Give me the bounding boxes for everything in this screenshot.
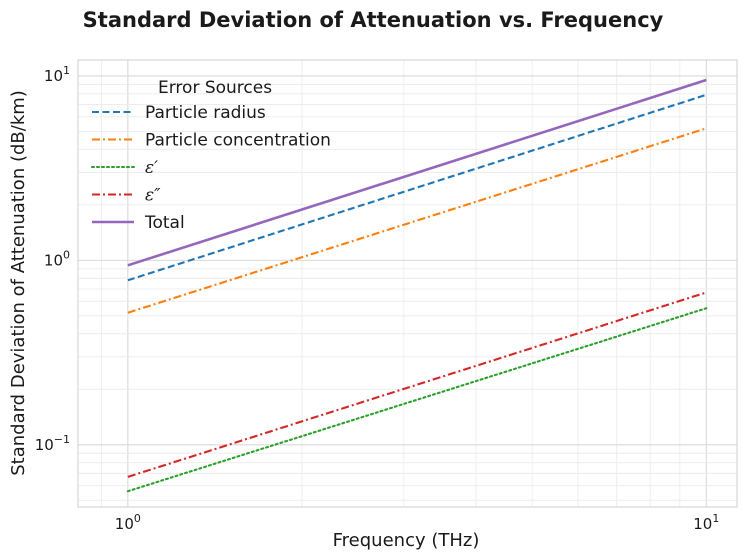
plot-frame — [77, 59, 738, 508]
y-tick-label: 100 — [44, 248, 70, 269]
y-tick-label: 101 — [44, 64, 70, 85]
x-tick-label: 101 — [693, 512, 719, 533]
chart-title: Standard Deviation of Attenuation vs. Fr… — [83, 8, 664, 32]
series-line-1 — [127, 127, 707, 314]
legend-label-4: Total — [144, 213, 185, 233]
legend-label-3: ε″ — [145, 186, 161, 206]
legend: Error Sources Particle radius Particle con… — [90, 78, 331, 233]
legend-label-2: ε′ — [145, 158, 158, 178]
series-line-3 — [127, 291, 707, 478]
y-axis-label: Standard Deviation of Attenuation (dB/km… — [8, 90, 29, 476]
plot-area: 100 101 10−1 100 101 — [35, 59, 738, 533]
legend-title: Error Sources — [158, 78, 272, 98]
x-tick-label: 100 — [115, 512, 141, 533]
series-line-4 — [127, 78, 707, 267]
y-tick-label: 10−1 — [35, 433, 70, 454]
legend-label-1: Particle concentration — [145, 131, 331, 151]
plot-background — [78, 60, 737, 507]
series-line-2 — [126, 307, 708, 493]
x-axis-label: Frequency (THz) — [333, 530, 480, 551]
series-line-0 — [127, 93, 707, 282]
legend-label-0: Particle radius — [145, 103, 266, 123]
